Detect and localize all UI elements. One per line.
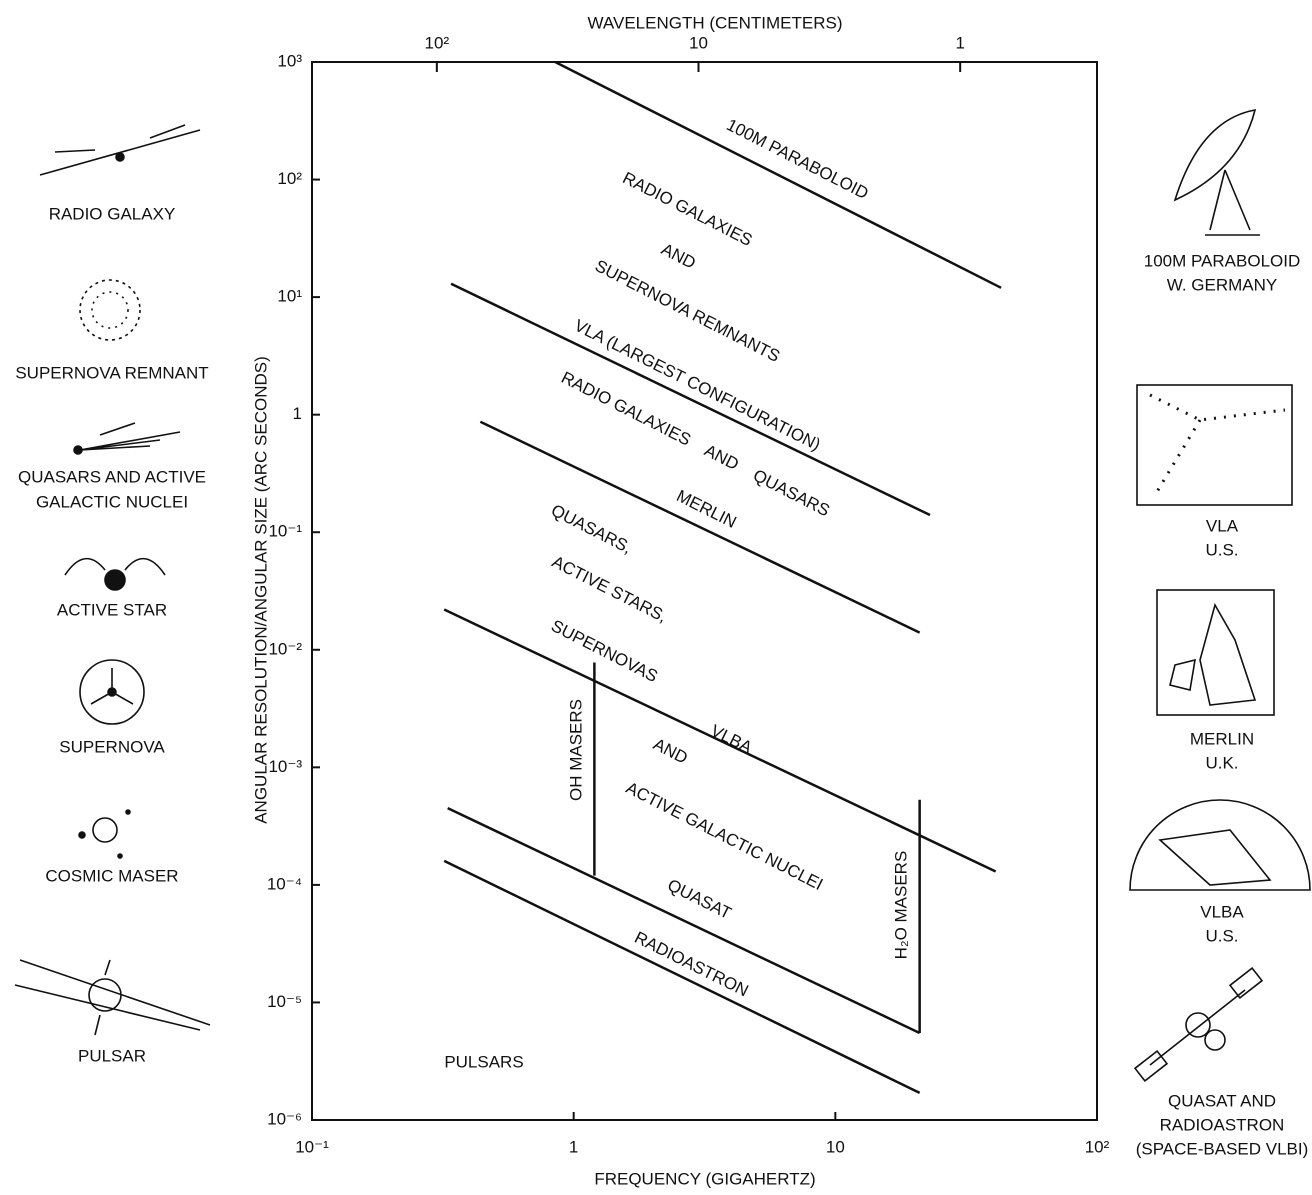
series-line <box>554 60 1002 289</box>
annotation: QUASARS, <box>548 501 635 558</box>
y-tick-label: 10² <box>277 169 302 188</box>
cosmic-maser-icon <box>78 809 131 859</box>
radio-galaxy-icon <box>39 124 201 176</box>
right-icon-label: 100M PARABOLOID <box>1144 251 1301 270</box>
x-tick-label: 1 <box>569 1137 578 1156</box>
left-icon-label: COSMIC MASER <box>45 866 178 885</box>
x-tick-label: 10⁻¹ <box>295 1137 329 1156</box>
y-tick-label: 1 <box>293 404 302 423</box>
annotation: RADIO GALAXIES <box>620 168 756 250</box>
y-tick-label: 10⁻⁵ <box>267 992 302 1011</box>
series-line <box>447 806 921 1035</box>
y-tick-label: 10⁻⁴ <box>267 874 302 893</box>
series-label: MERLIN <box>673 486 739 532</box>
series-label: RADIOASTRON <box>631 928 751 1001</box>
annotation: ACTIVE GALACTIC NUCLEI <box>623 778 826 894</box>
series-line <box>443 859 921 1095</box>
y-tick-label: 10¹ <box>277 287 302 306</box>
left-icons <box>14 124 211 1036</box>
left-icon-label: SUPERNOVA <box>59 737 165 756</box>
series-line <box>443 608 997 873</box>
right-icon-label: MERLIN <box>1190 729 1254 748</box>
left-icon-label: QUASARS AND ACTIVE <box>18 467 206 486</box>
annotation: ACTIVE STARS, <box>549 552 670 626</box>
x2-tick-label: 10² <box>425 33 450 52</box>
vla-icon <box>1136 384 1293 506</box>
y-tick-label: 10⁻⁶ <box>267 1109 302 1128</box>
paraboloid-icon <box>1173 108 1260 236</box>
annotation: AND <box>658 239 699 272</box>
right-icons <box>1129 108 1311 1083</box>
y-tick-label: 10⁻² <box>268 639 302 658</box>
x-tick-label: 10² <box>1085 1137 1110 1156</box>
right-icon-label: U.S. <box>1205 926 1238 945</box>
right-icon-label: VLBA <box>1200 902 1244 921</box>
supernova-icon <box>79 659 145 725</box>
y-axis-label: ANGULAR RESOLUTION/ANGULAR SIZE (ARC SEC… <box>251 356 270 824</box>
x2-tick-label: 1 <box>955 33 964 52</box>
x2-axis-label: WAVELENGTH (CENTIMETERS) <box>587 13 842 32</box>
right-icon-label: VLA <box>1206 516 1239 535</box>
vlba-icon <box>1129 799 1311 891</box>
series-line <box>479 420 921 634</box>
series-label: OH MASERS <box>566 699 585 801</box>
quasar-icon <box>73 422 181 455</box>
series-label: H₂O MASERS <box>891 851 910 960</box>
left-icon-label: RADIO GALAXY <box>49 204 176 223</box>
left-icon-label: SUPERNOVA REMNANT <box>15 363 208 382</box>
x-axis-label: FREQUENCY (GIGAHERTZ) <box>594 1169 815 1188</box>
plot-frame <box>311 61 1098 1121</box>
annotation: AND <box>650 734 691 767</box>
left-icon-label: PULSAR <box>78 1046 146 1065</box>
right-icon-label: QUASAT AND <box>1168 1091 1276 1110</box>
annotation: PULSARS <box>444 1052 523 1071</box>
right-icon-label: U.K. <box>1205 753 1238 772</box>
active-star-icon <box>64 557 166 591</box>
space-vlbi-icon <box>1133 966 1264 1083</box>
x-tick-label: 10 <box>826 1137 845 1156</box>
x2-tick-label: 10 <box>689 33 708 52</box>
annotation: SUPERNOVAS <box>548 616 661 686</box>
right-icon-label: RADIOASTRON <box>1160 1115 1285 1134</box>
merlin-icon <box>1156 589 1275 716</box>
left-icon-label: GALACTIC NUCLEI <box>36 492 188 511</box>
series-line <box>450 282 931 517</box>
y-tick-label: 10³ <box>277 51 302 70</box>
left-icon-label: ACTIVE STAR <box>57 600 167 619</box>
series-label: VLBA <box>708 721 756 758</box>
y-tick-label: 10⁻³ <box>268 757 302 776</box>
y-tick-label: 10⁻¹ <box>268 522 302 541</box>
right-icon-label: W. GERMANY <box>1167 275 1278 294</box>
right-icon-label: (SPACE-BASED VLBI) <box>1136 1139 1309 1158</box>
supernova-remnant-icon <box>79 279 141 341</box>
right-icon-label: U.S. <box>1205 540 1238 559</box>
pulsar-icon <box>14 959 211 1036</box>
